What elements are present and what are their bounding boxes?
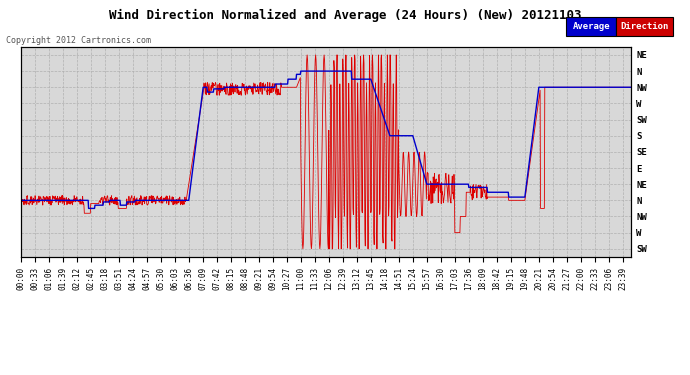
Text: Wind Direction Normalized and Average (24 Hours) (New) 20121103: Wind Direction Normalized and Average (2… — [109, 9, 581, 22]
Text: Copyright 2012 Cartronics.com: Copyright 2012 Cartronics.com — [6, 36, 150, 45]
Text: Average: Average — [573, 22, 610, 31]
Text: Direction: Direction — [620, 22, 669, 31]
